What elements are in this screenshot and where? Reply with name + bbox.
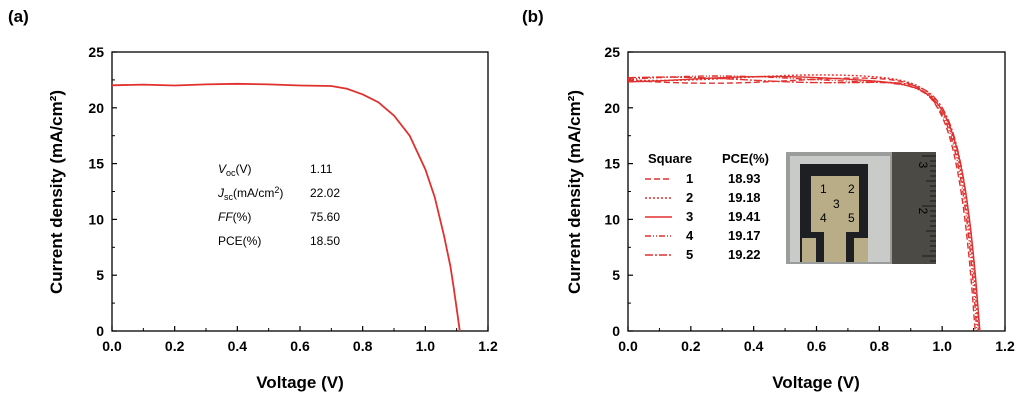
inset-ruler-ticks bbox=[922, 155, 936, 262]
b-x-tick-label: 0.4 bbox=[744, 338, 764, 354]
b-plot-frame bbox=[627, 51, 1006, 332]
b-x-tick-label: 0.6 bbox=[807, 338, 827, 354]
b-legend-square-3: 3 bbox=[686, 209, 693, 224]
a-y-tick-label: 5 bbox=[96, 267, 104, 283]
b-legend-pce-2: 19.18 bbox=[728, 190, 761, 205]
panel-a: (a) 0.0 0.2 0.4 0.6 0.8 1.0 1.2 0 5 10 15 20 25 Volt… bbox=[8, 7, 498, 392]
b-x-tick-label: 0.8 bbox=[870, 338, 890, 354]
a-parameter-name: Jsc(mA/cm2) bbox=[217, 185, 283, 202]
b-y-axis-title: Current density (mA/cm²) bbox=[565, 90, 584, 294]
a-x-axis-title: Voltage (V) bbox=[256, 373, 344, 392]
inset-pixel-label-4: 4 bbox=[820, 211, 827, 225]
a-x-tick-label: 0.2 bbox=[165, 338, 185, 354]
b-y-tick-label: 5 bbox=[612, 267, 620, 283]
a-parameter-value: 22.02 bbox=[310, 186, 340, 200]
b-y-tick-label: 20 bbox=[604, 100, 620, 116]
b-jv-curve-square-5 bbox=[627, 76, 980, 329]
a-y-tick-label: 0 bbox=[96, 323, 104, 339]
a-parameter-value: 1.11 bbox=[310, 162, 333, 176]
inset-electrode bbox=[811, 176, 859, 232]
a-parameter-name: PCE(%) bbox=[218, 234, 261, 248]
inset-pixel-label-3: 3 bbox=[833, 197, 840, 211]
b-curves bbox=[627, 74, 981, 332]
a-y-axis-title: Current density (mA/cm²) bbox=[47, 90, 66, 294]
b-legend-pce-5: 19.22 bbox=[728, 247, 761, 262]
inset-ruler-label-2: 2 bbox=[916, 208, 930, 215]
a-x-tick-label: 0.0 bbox=[102, 338, 122, 354]
b-y-tick-label: 15 bbox=[604, 156, 620, 172]
a-plot-frame bbox=[111, 51, 489, 332]
b-y-tick-label: 10 bbox=[604, 211, 620, 227]
panel-label-a: (a) bbox=[8, 7, 29, 26]
inset-electrode-tab-right bbox=[854, 238, 868, 262]
inset-pixel-label-5: 5 bbox=[848, 211, 855, 225]
a-y-tick-label: 10 bbox=[88, 211, 104, 227]
device-photo-inset: 1 2 3 4 5 3 2 bbox=[786, 152, 936, 264]
a-curves bbox=[111, 82, 461, 332]
b-jv-curve-square-4 bbox=[627, 75, 978, 331]
b-legend-square-1: 1 bbox=[686, 171, 693, 186]
inset-pixel-label-1: 1 bbox=[820, 182, 827, 196]
b-legend-header-pce: PCE(%) bbox=[722, 151, 769, 166]
b-legend-table: Square PCE(%) 1 18.93 2 19.18 3 19.41 4 19.17 5 19.… bbox=[645, 151, 769, 262]
b-x-tick-label: 1.0 bbox=[932, 338, 952, 354]
a-x-tick-label: 0.8 bbox=[353, 338, 373, 354]
b-jv-curve-square-2 bbox=[627, 74, 979, 332]
b-legend-square-5: 5 bbox=[686, 247, 693, 262]
a-y-tick-label: 20 bbox=[88, 100, 104, 116]
b-y-tick-label: 0 bbox=[612, 323, 620, 339]
inset-electrode-tab-left bbox=[802, 238, 816, 262]
b-legend-square-2: 2 bbox=[686, 190, 693, 205]
a-y-tick-label: 25 bbox=[88, 44, 104, 60]
a-parameter-name: FF(%) bbox=[218, 210, 251, 224]
a-parameter-name: Voc(V) bbox=[218, 162, 252, 178]
inset-pixel-label-2: 2 bbox=[848, 182, 855, 196]
a-parameter-value: 18.50 bbox=[310, 234, 340, 248]
b-legend-pce-3: 19.41 bbox=[728, 209, 761, 224]
b-x-axis-title: Voltage (V) bbox=[772, 373, 860, 392]
b-legend-pce-1: 18.93 bbox=[728, 171, 761, 186]
a-x-tick-label: 1.2 bbox=[478, 338, 498, 354]
a-y-tick-label: 15 bbox=[88, 156, 104, 172]
b-x-tick-label: 1.2 bbox=[995, 338, 1015, 354]
a-jv-curve bbox=[111, 82, 461, 332]
a-x-tick-label: 0.4 bbox=[228, 338, 248, 354]
inset-electrode-tab bbox=[824, 232, 846, 262]
a-x-tick-label: 0.6 bbox=[290, 338, 310, 354]
a-parameter-value: 75.60 bbox=[310, 210, 340, 224]
b-x-tick-label: 0.2 bbox=[681, 338, 701, 354]
b-legend-square-4: 4 bbox=[686, 228, 694, 243]
a-axes: 0.0 0.2 0.4 0.6 0.8 1.0 1.2 0 5 10 15 20 25 bbox=[88, 44, 498, 354]
b-x-tick-label: 0.0 bbox=[618, 338, 638, 354]
a-parameter-table: Voc(V) 1.11 Jsc(mA/cm2) 22.02 FF(%) 75.60 PCE(… bbox=[217, 162, 340, 248]
inset-ruler bbox=[892, 152, 936, 264]
b-legend-pce-4: 19.17 bbox=[728, 228, 761, 243]
a-x-tick-label: 1.0 bbox=[416, 338, 436, 354]
panel-label-b: (b) bbox=[522, 7, 544, 26]
inset-ruler-label-3: 3 bbox=[916, 162, 930, 169]
b-legend-header-square: Square bbox=[648, 151, 692, 166]
b-y-tick-label: 25 bbox=[604, 44, 620, 60]
